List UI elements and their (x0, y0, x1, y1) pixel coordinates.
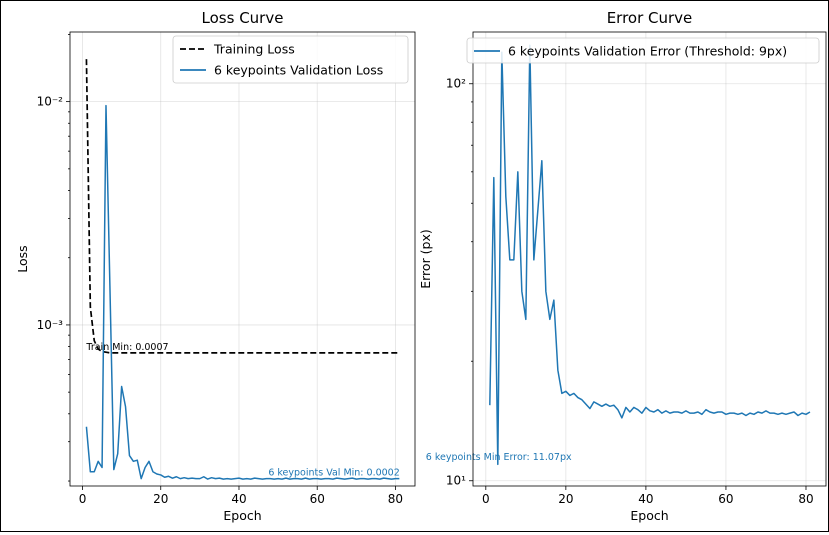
legend-label-1: 6 keypoints Validation Error (Threshold:… (508, 44, 787, 59)
x-axis-label: Epoch (223, 508, 261, 523)
y-tick-label: 10⁻³ (37, 318, 64, 332)
legend-box (172, 35, 409, 84)
legend: 6 keypoints Validation Error (Threshold:… (466, 37, 820, 64)
chart-title: Error Curve (607, 9, 693, 27)
chart-1: 0 20 40 60 80 10⁻³ 10⁻² Train Min: 0.0007 6 keyp… (15, 9, 416, 523)
x-tick-label: 40 (638, 492, 653, 506)
x-tick-label: 80 (798, 492, 813, 506)
x-tick-label: 0 (79, 492, 87, 506)
plot-area (85, 59, 400, 480)
legend-label-2: 6 keypoints Validation Loss (214, 63, 383, 78)
x-tick-label: 60 (310, 492, 325, 506)
legend-box (466, 37, 820, 64)
x-tick-label: 20 (558, 492, 573, 506)
y-axis-label: Error (px) (418, 229, 433, 289)
x-tick-label: 40 (231, 492, 246, 506)
y-tick-label: 10² (446, 77, 466, 91)
legend: Training Loss 6 keypoints Validation Loss (172, 35, 409, 84)
y-axis-label: Loss (15, 245, 30, 272)
chart-title: Loss Curve (202, 9, 284, 27)
x-tick-label: 60 (718, 492, 733, 506)
x-tick-label: 20 (153, 492, 168, 506)
axes-frame (69, 31, 416, 487)
annotation-1: Train Min: 0.0007 (85, 342, 168, 353)
y-tick-label: 10⁻² (37, 95, 64, 109)
annotation-1: 6 keypoints Min Error: 11.07px (426, 452, 572, 463)
x-axis-label: Epoch (630, 508, 668, 523)
x-tick-label: 80 (388, 492, 403, 506)
annotation-2: 6 keypoints Val Min: 0.0002 (268, 468, 399, 479)
series-line-1 (489, 44, 811, 466)
plot-area (489, 44, 811, 466)
grid (70, 32, 415, 486)
series-line-1 (85, 59, 400, 354)
grid (473, 32, 826, 486)
y-tick-label: 10¹ (446, 474, 466, 488)
series-line-2 (85, 104, 400, 480)
legend-label-1: Training Loss (213, 42, 295, 57)
chart-2: 0 20 40 60 80 10¹ 10² 6 keypoints Min Error: 11… (418, 9, 827, 523)
x-tick-label: 0 (482, 492, 490, 506)
axes-frame (472, 31, 827, 487)
